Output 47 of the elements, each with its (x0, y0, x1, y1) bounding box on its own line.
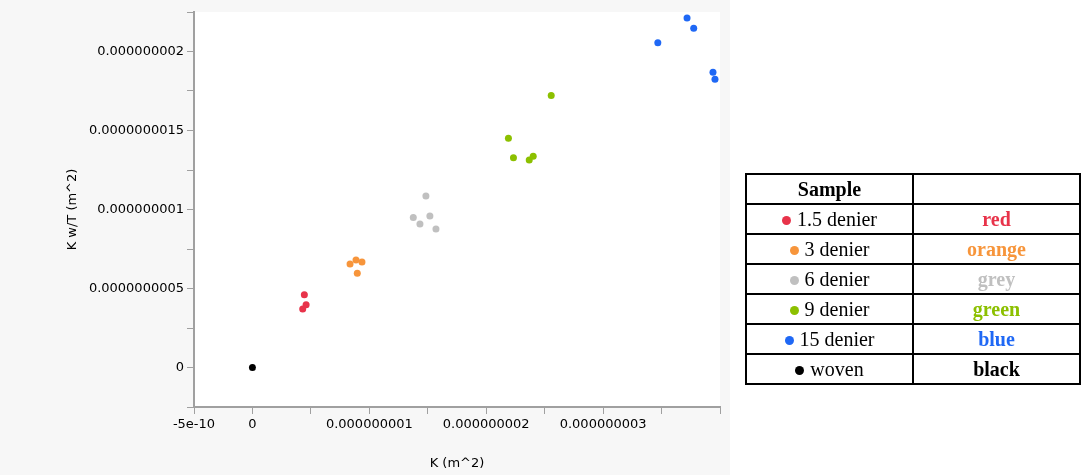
legend-label: 6 denier (804, 267, 870, 290)
point (358, 258, 366, 266)
legend-label: 9 denier (804, 297, 870, 320)
text: orange (913, 234, 1080, 264)
legend-label: woven (810, 357, 864, 380)
y-tick-label: 0.000000002 (97, 42, 184, 58)
point (422, 192, 430, 200)
text: blue (913, 324, 1080, 354)
text: black (913, 354, 1080, 384)
legend-label: 3 denier (804, 237, 870, 260)
text: red (913, 204, 1080, 234)
legend-label: 15 denier (799, 327, 875, 350)
x-tick-label: 0 (248, 416, 257, 432)
x-tick-label: 0.000000003 (559, 416, 647, 432)
y-axis-title: K w/T (m^2) (64, 168, 80, 251)
point (409, 213, 417, 221)
point (529, 152, 537, 160)
legend-label: 1.5 denier (797, 207, 877, 230)
x-tick-label: 0.000000001 (325, 416, 413, 432)
y-tick-label: 0.0000000005 (88, 279, 184, 295)
point (690, 24, 698, 32)
point (709, 68, 717, 76)
legend-title: Sample (746, 174, 913, 204)
point (509, 154, 517, 162)
point (504, 134, 512, 142)
point (683, 14, 691, 22)
text: green (913, 294, 1080, 324)
x-tick-label: 0.000000002 (442, 416, 530, 432)
point (352, 256, 360, 264)
point (416, 220, 424, 228)
y-tick-label: 0.0000000015 (88, 121, 184, 137)
point (346, 260, 354, 268)
point (299, 305, 307, 313)
y-tick-label: 0 (175, 358, 184, 374)
x-tick-label: -5e-10 (172, 416, 216, 432)
point (248, 364, 256, 371)
x-axis-title: K (m^2) (429, 454, 485, 470)
point (547, 91, 555, 99)
point (300, 291, 308, 299)
point (353, 269, 361, 277)
y-tick-label: 0.000000001 (97, 200, 184, 216)
point (426, 212, 434, 220)
point (654, 39, 662, 47)
point (711, 75, 719, 83)
point (302, 301, 310, 309)
text: grey (913, 264, 1080, 294)
point (432, 225, 440, 233)
